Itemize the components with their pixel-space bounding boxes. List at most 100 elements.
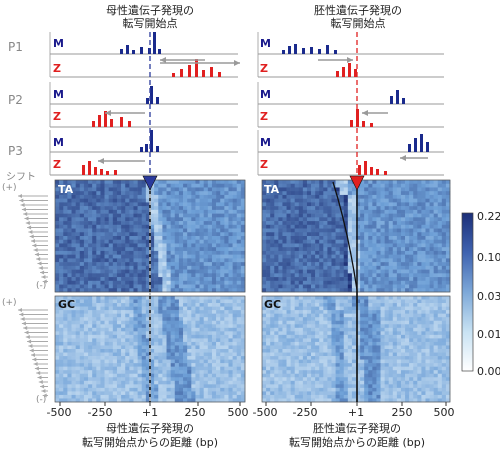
heatmap-cell bbox=[232, 236, 238, 241]
heatmap-cell bbox=[364, 250, 369, 255]
heatmap-cell bbox=[360, 303, 365, 307]
heatmap-cell bbox=[112, 183, 118, 188]
heatmap-cell bbox=[216, 191, 221, 196]
heatmap-cell bbox=[298, 194, 304, 199]
heatmap-cell bbox=[306, 265, 312, 270]
heatmap-cell bbox=[425, 284, 430, 289]
heatmap-cell bbox=[240, 303, 246, 307]
heatmap-cell bbox=[429, 317, 434, 322]
heatmap-cell bbox=[104, 334, 109, 339]
heatmap-cell bbox=[75, 363, 81, 367]
heatmap-cell bbox=[88, 277, 93, 282]
heatmap-cell bbox=[133, 391, 138, 396]
heatmap-cell bbox=[425, 310, 430, 314]
heatmap-cell bbox=[413, 338, 418, 343]
heatmap-cell bbox=[92, 296, 97, 300]
heatmap-cell bbox=[211, 206, 217, 211]
heatmap-cell bbox=[216, 310, 221, 314]
heatmap-cell bbox=[191, 236, 196, 241]
heatmap-cell bbox=[290, 310, 295, 314]
heatmap-cell bbox=[298, 331, 304, 336]
heatmap-cell bbox=[141, 324, 147, 329]
heatmap-cell bbox=[216, 363, 221, 367]
heatmap-cell bbox=[286, 284, 291, 289]
heatmap-cell bbox=[216, 187, 221, 192]
heatmap-cell bbox=[79, 380, 85, 385]
heatmap-cell bbox=[63, 224, 68, 229]
heatmap-cell bbox=[59, 262, 64, 267]
heatmap-cell bbox=[211, 317, 217, 322]
heatmap-cell bbox=[75, 236, 81, 241]
heatmap-cell bbox=[368, 194, 373, 199]
heatmap-cell bbox=[433, 303, 439, 307]
heatmap-cell bbox=[104, 217, 109, 222]
heatmap-cell bbox=[228, 254, 233, 259]
heatmap-cell bbox=[220, 380, 225, 385]
heatmap-cell bbox=[195, 349, 200, 353]
heatmap-cell bbox=[178, 262, 184, 267]
heatmap-cell bbox=[306, 209, 312, 214]
heatmap-cell bbox=[55, 391, 60, 396]
heatmap-cell bbox=[145, 356, 151, 360]
heatmap-cell bbox=[59, 338, 64, 343]
heatmap-cell bbox=[63, 191, 68, 196]
heatmap-cell bbox=[356, 213, 361, 218]
heatmap-cell bbox=[203, 331, 209, 336]
heatmap-cell bbox=[236, 391, 242, 396]
heatmap-cell bbox=[437, 345, 443, 350]
heatmap-cell bbox=[116, 288, 122, 293]
heatmap-cell bbox=[178, 380, 184, 385]
heatmap-cell bbox=[133, 363, 138, 367]
heatmap-cell bbox=[112, 277, 118, 282]
heatmap-cell bbox=[392, 345, 398, 350]
heatmap-cell bbox=[108, 394, 114, 399]
heatmap-cell bbox=[145, 187, 151, 192]
heatmap-cell bbox=[429, 183, 434, 188]
heatmap-cell bbox=[211, 280, 217, 285]
heatmap-cell bbox=[405, 284, 410, 289]
heatmap-cell bbox=[282, 277, 287, 282]
heatmap-cell bbox=[400, 236, 406, 241]
heatmap-cell bbox=[174, 394, 180, 399]
heatmap-cell bbox=[376, 317, 381, 322]
heatmap-cell bbox=[63, 341, 68, 346]
heatmap-cell bbox=[207, 273, 213, 278]
heatmap-cell bbox=[294, 324, 300, 329]
heatmap-cell bbox=[178, 373, 184, 378]
heatmap-cell bbox=[220, 327, 225, 332]
heatmap-cell bbox=[327, 306, 332, 311]
heatmap-cell bbox=[104, 373, 109, 378]
heatmap-cell bbox=[417, 334, 422, 339]
heatmap-cell bbox=[441, 310, 447, 314]
heatmap-cell bbox=[343, 303, 349, 307]
heatmap-cell bbox=[162, 284, 167, 289]
heatmap-cell bbox=[306, 277, 312, 282]
heatmap-cell bbox=[195, 206, 200, 211]
heatmap-cell bbox=[413, 187, 418, 192]
heatmap-cell bbox=[178, 306, 184, 311]
heatmap-cell bbox=[433, 320, 439, 325]
heatmap-cell bbox=[129, 288, 134, 293]
heatmap-cell bbox=[392, 269, 398, 274]
heatmap-cell bbox=[343, 306, 349, 311]
heatmap-cell bbox=[368, 202, 373, 207]
heatmap-cell bbox=[360, 250, 365, 255]
heatmap-cell bbox=[266, 254, 271, 259]
heatmap-cell bbox=[409, 334, 414, 339]
heatmap-cell bbox=[282, 247, 287, 252]
heatmap-cell bbox=[315, 239, 320, 244]
heatmap-cell bbox=[187, 202, 192, 207]
heatmap-cell bbox=[286, 331, 291, 336]
heatmap-cell bbox=[75, 250, 81, 255]
heatmap-cell bbox=[240, 324, 246, 329]
heatmap-cell bbox=[388, 310, 394, 314]
heatmap-cell bbox=[421, 254, 426, 259]
heatmap-cell bbox=[417, 303, 422, 307]
heatmap-cell bbox=[372, 209, 377, 214]
heatmap-cell bbox=[400, 277, 406, 282]
heatmap-cell bbox=[441, 345, 447, 350]
heatmap-cell bbox=[187, 363, 192, 367]
heatmap-cell bbox=[211, 209, 217, 214]
heatmap-cell bbox=[63, 377, 68, 382]
heatmap-cell bbox=[266, 280, 271, 285]
